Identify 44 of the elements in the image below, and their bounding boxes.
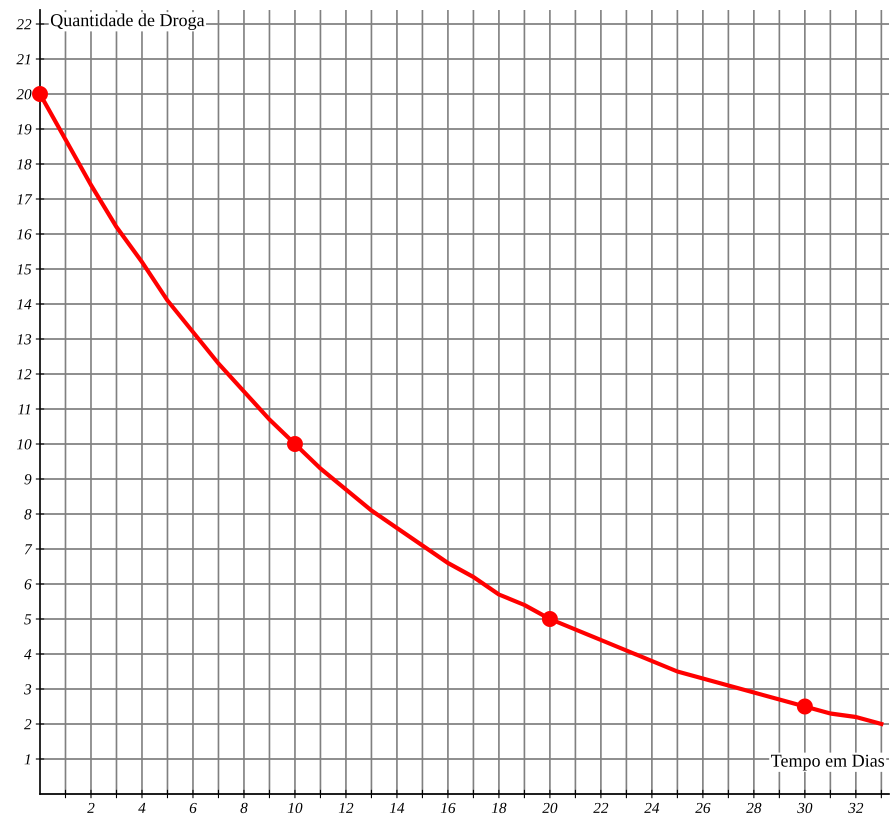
y-tick-label: 8 <box>24 509 32 520</box>
point <box>32 86 48 102</box>
y-tick-label: 16 <box>16 229 32 240</box>
x-tick-label: 28 <box>746 802 762 814</box>
x-tick-label: 6 <box>190 802 197 814</box>
x-axis-title: Tempo em Dias <box>771 754 884 770</box>
x-tick-label: 2 <box>87 802 94 813</box>
y-tick-label: 11 <box>18 404 30 414</box>
y-tick-label: 9 <box>24 474 32 484</box>
point <box>796 698 813 714</box>
x-tick-label: 4 <box>138 802 146 813</box>
point <box>286 436 303 452</box>
y-tick-label: 2 <box>24 719 32 730</box>
x-tick-label: 26 <box>695 802 710 814</box>
y-tick-label: 5 <box>24 614 32 624</box>
x-tick-label: 30 <box>797 802 812 814</box>
y-tick-label: 19 <box>16 124 32 134</box>
y-tick-label: 17 <box>16 194 32 204</box>
y-tick-label: 7 <box>24 544 32 554</box>
y-tick-label: 14 <box>16 299 32 310</box>
x-tick-label: 32 <box>848 802 864 814</box>
y-tick-label: 10 <box>16 439 32 450</box>
y-tick-label: 1 <box>24 754 30 764</box>
x-tick-label: 8 <box>240 802 248 814</box>
y-tick-label: 3 <box>24 684 32 694</box>
x-tick-label: 16 <box>440 802 456 814</box>
y-axis-title: Quantidade de Droga <box>50 14 204 30</box>
x-tick-label: 10 <box>288 802 302 814</box>
y-tick-label: 6 <box>24 579 32 590</box>
x-tick-label: 22 <box>593 802 608 813</box>
y-tick-label: 21 <box>16 54 30 64</box>
x-tick-label: 18 <box>492 802 506 814</box>
y-tick-label: 15 <box>16 264 32 274</box>
y-tick-label: 12 <box>16 369 32 380</box>
y-tick-label: 4 <box>24 649 32 660</box>
x-tick-label: 24 <box>644 802 660 813</box>
point <box>542 611 558 627</box>
y-tick-label: 22 <box>16 19 32 30</box>
x-tick-label: 12 <box>338 802 354 813</box>
x-tick-label: 14 <box>390 802 404 813</box>
y-tick-label: 20 <box>16 89 32 100</box>
x-tick-label: 20 <box>542 802 558 814</box>
y-tick-label: 13 <box>16 334 32 344</box>
y-tick-label: 18 <box>16 159 32 170</box>
